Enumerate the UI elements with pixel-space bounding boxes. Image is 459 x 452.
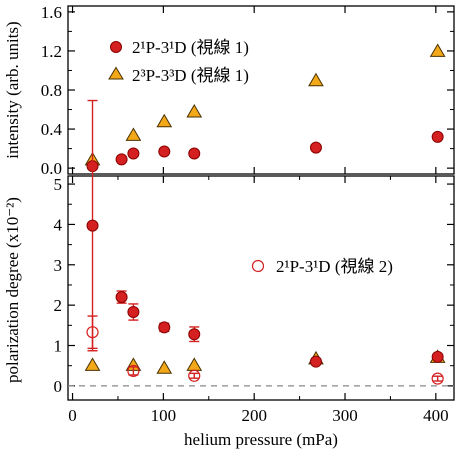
x-tick-label: 400 <box>423 406 449 425</box>
y-tick-label: 1.2 <box>41 42 62 61</box>
data-point-circle <box>309 141 322 154</box>
bottom-panel: polarization degree (x10⁻²) helium press… <box>3 99 455 449</box>
y-tick-label: 5 <box>54 175 63 194</box>
data-point-triangle <box>429 43 446 57</box>
data-point-circle <box>188 147 201 160</box>
data-point-triangle <box>125 127 142 141</box>
bottom-legend: 2¹P-3¹D (視線 2) <box>251 257 393 276</box>
x-tick-label: 0 <box>68 406 77 425</box>
legend-label-los2: 2¹P-3¹D (視線 2) <box>276 257 393 276</box>
data-point-open-circle <box>431 372 444 385</box>
data-point-circle <box>115 291 128 304</box>
data-point-circle <box>115 153 128 166</box>
bottom-plot-frame <box>67 175 455 401</box>
top-plot-frame <box>67 5 455 175</box>
bottom-data-marks <box>84 99 446 385</box>
top-data-marks <box>84 43 446 173</box>
legend-marker-triplet <box>108 66 124 80</box>
data-point-circle <box>158 321 171 334</box>
legend-marker-singlet <box>110 41 122 53</box>
top-y-axis-label: intensity (arb. units) <box>3 21 22 158</box>
data-point-circle <box>86 219 99 232</box>
data-point-circle <box>431 350 444 363</box>
data-point-open-circle <box>127 364 140 378</box>
legend-label-singlet: 2¹P-3¹D (視線 1) <box>132 38 249 57</box>
y-tick-label: 0.8 <box>41 81 62 100</box>
data-point-triangle <box>156 360 173 374</box>
data-point-circle <box>127 147 140 160</box>
y-tick-label: 4 <box>54 215 63 234</box>
data-point-circle <box>188 328 201 341</box>
data-point-circle <box>127 306 140 319</box>
legend-marker-los2 <box>251 259 265 273</box>
bottom-y-axis-label: polarization degree (x10⁻²) <box>3 197 22 383</box>
data-point-triangle <box>156 113 173 128</box>
x-tick-label: 200 <box>241 406 267 425</box>
y-tick-label: 3 <box>54 256 63 275</box>
data-point-triangle <box>186 103 203 118</box>
y-tick-label: 0.0 <box>41 159 62 178</box>
data-point-triangle <box>308 72 324 87</box>
y-tick-label: 0 <box>54 377 63 396</box>
top-legend: 2¹P-3¹D (視線 1) 2³P-3³D (視線 1) <box>108 38 249 85</box>
x-tick-label: 300 <box>332 406 358 425</box>
data-point-open-circle <box>188 369 201 382</box>
data-point-circle <box>158 145 171 158</box>
y-tick-label: 1.6 <box>41 3 62 22</box>
data-point-triangle <box>186 357 203 371</box>
y-tick-label: 2 <box>54 296 63 315</box>
top-y-ticks: 0.0 0.4 0.8 1.2 1.6 <box>41 3 454 178</box>
data-point-circle <box>309 355 322 368</box>
x-tick-label: 100 <box>151 406 177 425</box>
legend-label-triplet: 2³P-3³D (視線 1) <box>132 66 249 85</box>
data-point-triangle <box>84 357 101 371</box>
y-tick-label: 0.4 <box>41 120 63 139</box>
bottom-ticks: 0 1 2 3 4 5 0 100 200 300 400 <box>54 175 454 425</box>
y-tick-label: 1 <box>54 337 63 356</box>
data-point-circle <box>431 130 444 143</box>
top-panel: intensity (arb. units) 0.0 0.4 0.8 1.2 1.6 2… <box>3 3 455 178</box>
x-axis-label: helium pressure (mPa) <box>184 430 338 449</box>
